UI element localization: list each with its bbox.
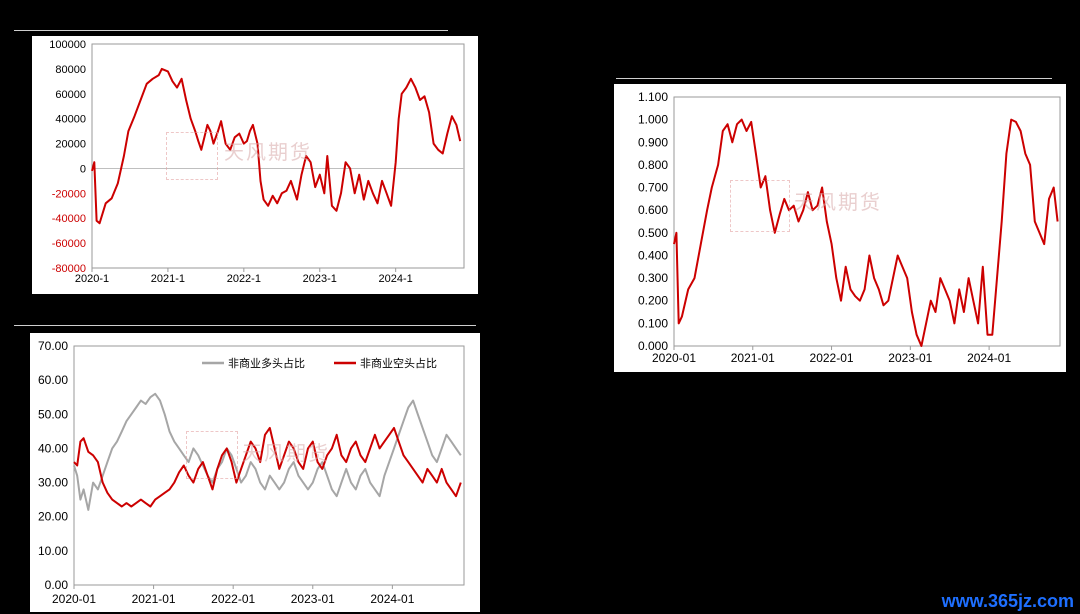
x-tick-label: 2020-01: [652, 351, 696, 365]
y-tick-label: 0.800: [638, 158, 668, 172]
y-tick-label: 10.00: [38, 544, 68, 558]
x-tick-label: 2023-1: [303, 273, 337, 285]
y-tick-label: 80000: [55, 64, 86, 76]
watermark-text: 天风期货: [242, 441, 330, 465]
net-position-chart: 100000 80000 60000 40000 20000 0 -20000 -40000 -…: [49, 39, 465, 285]
plot-area: [91, 43, 465, 269]
y-tick-label: 60000: [55, 89, 86, 101]
y-tick-label: -40000: [52, 213, 86, 225]
site-logo: www.365jz.com: [941, 591, 1074, 611]
y-tick-label: -60000: [52, 238, 86, 250]
x-tick-label: 2024-1: [379, 273, 413, 285]
y-tick-label: 0.200: [638, 294, 668, 308]
y-tick-label: 100000: [49, 39, 86, 51]
x-tick-label: 2020-01: [52, 592, 96, 606]
y-tick-label: -20000: [52, 188, 86, 200]
y-tick-label: 0.000: [638, 339, 668, 353]
ratio-chart: 1.100 1.000 0.900 0.800 0.700 0.600 0.500 0.400…: [638, 90, 1061, 365]
x-tick-label: 2022-01: [810, 351, 854, 365]
series-line-0: [673, 118, 1059, 347]
chart-panel-net-position: 100000 80000 60000 40000 20000 0 -20000 -40000 -…: [32, 36, 478, 294]
x-tick-label: 2022-01: [211, 592, 255, 606]
chart-panel-ratio: 1.100 1.000 0.900 0.800 0.700 0.600 0.500 0.400…: [614, 84, 1066, 372]
y-tick-label: 40000: [55, 114, 86, 126]
y-tick-label: 0.500: [638, 226, 668, 240]
y-tick-label: 0.400: [638, 248, 668, 262]
plot-area: [673, 96, 1061, 347]
y-tick-label: 60.00: [38, 373, 68, 387]
y-tick-label: 0.300: [638, 271, 668, 285]
divider-line: [14, 30, 448, 31]
series-line-1: [73, 426, 462, 508]
y-tick-label: 0.700: [638, 181, 668, 195]
share-chart: 70.0060.0050.0040.0030.0020.0010.000.002…: [38, 339, 465, 606]
x-tick-label: 2021-01: [132, 592, 176, 606]
y-tick-label: 30.00: [38, 476, 68, 490]
y-tick-label: 40.00: [38, 441, 68, 455]
chart-panel-share: 70.00 60.00 50.00 40.00 30.00 20.00 10.00 0.00 2…: [30, 333, 480, 612]
y-tick-label: 0.600: [638, 203, 668, 217]
y-tick-label: 0: [80, 163, 86, 175]
y-tick-label: 0.100: [638, 316, 668, 330]
y-tick-label: 1.100: [638, 90, 668, 104]
watermark-text: 天风期货: [794, 190, 882, 214]
x-tick-label: 2024-01: [967, 351, 1011, 365]
watermark-text: 天风期货: [224, 140, 312, 164]
y-tick-label: 20.00: [38, 510, 68, 524]
x-tick-label: 2023-01: [291, 592, 335, 606]
watermark-logo: [186, 431, 238, 479]
y-tick-label: 50.00: [38, 407, 68, 421]
series-line-0: [73, 392, 462, 511]
y-tick-label: 0.00: [45, 578, 69, 592]
x-tick-label: 2022-1: [227, 273, 261, 285]
x-tick-label: 2021-1: [151, 273, 185, 285]
x-tick-label: 2024-01: [370, 592, 414, 606]
y-tick-label: 0.900: [638, 135, 668, 149]
y-tick-label: -80000: [52, 263, 86, 275]
watermark-logo: [166, 132, 218, 180]
x-tick-label: 2021-01: [731, 351, 775, 365]
divider-line: [14, 325, 476, 326]
legend-label: 非商业多头占比: [228, 356, 305, 370]
series-line-0: [91, 67, 462, 225]
y-tick-label: 1.000: [638, 113, 668, 127]
divider-line: [616, 78, 1052, 79]
y-tick-label: 20000: [55, 139, 86, 151]
x-tick-label: 2020-1: [75, 273, 109, 285]
y-tick-label: 70.00: [38, 339, 68, 353]
x-tick-label: 2023-01: [888, 351, 932, 365]
legend-label: 非商业空头占比: [360, 356, 437, 370]
watermark-logo: [730, 180, 790, 232]
